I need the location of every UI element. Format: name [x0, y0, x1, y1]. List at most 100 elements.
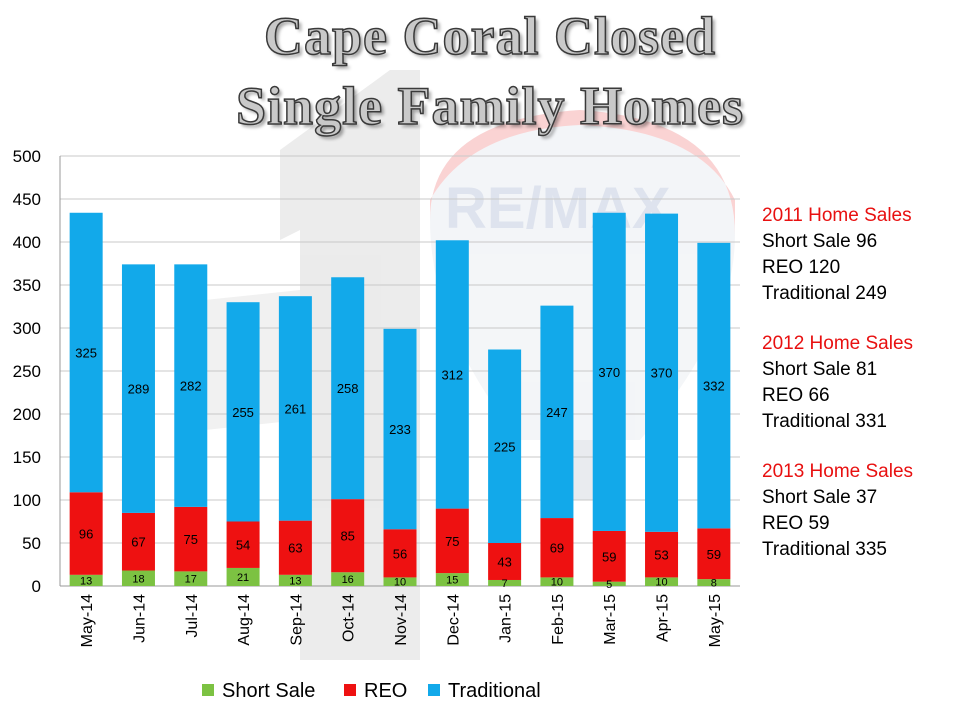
x-tick-label: Mar-15 [602, 594, 619, 645]
traditional-segment [540, 305, 574, 519]
x-tick-label: Aug-14 [236, 594, 253, 646]
reo-segment [645, 531, 679, 578]
data-label: 67 [131, 535, 145, 550]
legend-item-reo: REO [344, 680, 407, 703]
short-sale-segment [645, 577, 679, 586]
y-tick-label: 400 [13, 233, 41, 252]
traditional-segment [69, 212, 103, 493]
x-tick-label: Feb-15 [550, 594, 567, 645]
y-tick-label: 450 [13, 190, 41, 209]
y-tick-label: 500 [13, 147, 41, 166]
data-label: 370 [651, 366, 673, 381]
short-sale-segment [331, 572, 365, 586]
short-sale-segment [435, 573, 469, 586]
y-tick-label: 350 [13, 276, 41, 295]
y-tick-label: 100 [13, 491, 41, 510]
reo-segment [697, 528, 731, 580]
y-tick-label: 300 [13, 319, 41, 338]
reo-segment [383, 529, 417, 578]
data-label: 59 [707, 547, 721, 562]
traditional-segment [121, 264, 155, 513]
data-label: 69 [550, 541, 564, 556]
data-label: 7 [502, 578, 508, 590]
y-tick-label: 50 [22, 534, 41, 553]
summary-line: Traditional 249 [762, 283, 887, 304]
data-label: 289 [128, 382, 150, 397]
short-sale-segment [540, 577, 574, 586]
data-label: 56 [393, 546, 407, 561]
reo-segment [540, 518, 574, 578]
data-label: 332 [703, 379, 725, 394]
short-sale-segment [69, 574, 103, 586]
data-label: 96 [79, 527, 93, 542]
data-label: 59 [602, 549, 616, 564]
traditional-segment [645, 213, 679, 532]
data-label: 258 [337, 381, 359, 396]
traditional-segment [383, 328, 417, 530]
data-label: 225 [494, 439, 516, 454]
legend-swatch [202, 684, 214, 696]
legend-item-traditional: Traditional [428, 680, 541, 703]
data-label: 75 [445, 534, 459, 549]
reo-segment [174, 506, 208, 572]
short-sale-segment [226, 567, 260, 586]
x-tick-label: Nov-14 [393, 594, 410, 646]
summary-header: 2012 Home Sales [762, 333, 914, 354]
legend-label: Traditional [448, 680, 541, 702]
data-label: 370 [598, 365, 620, 380]
data-label: 13 [80, 575, 92, 587]
legend-swatch [428, 684, 440, 696]
reo-segment [278, 520, 312, 575]
x-tick-label: Oct-14 [341, 594, 358, 642]
x-tick-label: Jun-14 [131, 594, 148, 643]
summary-line: Short Sale 81 [762, 359, 878, 380]
x-tick-label: Jul-14 [184, 594, 201, 638]
summary-line: Traditional 335 [762, 539, 887, 560]
reo-segment [226, 521, 260, 568]
y-tick-label: 0 [32, 577, 41, 596]
reo-segment [592, 530, 626, 582]
summary-line: Short Sale 37 [762, 487, 878, 508]
short-sale-segment [278, 574, 312, 586]
reo-segment [331, 499, 365, 573]
data-label: 53 [654, 548, 668, 563]
legend-swatch [344, 684, 356, 696]
data-label: 10 [551, 577, 563, 589]
x-tick-label: Jan-15 [498, 594, 515, 643]
data-label: 17 [185, 574, 197, 586]
data-labels: 1396325186728917752822154255136326116852… [75, 346, 724, 591]
traditional-segment [697, 242, 731, 529]
data-label: 8 [711, 578, 717, 590]
summary-line: Short Sale 96 [762, 231, 878, 252]
legend-label: REO [364, 680, 408, 702]
short-sale-segment [121, 570, 155, 586]
summary-2012: 2012 Home Sales Short Sale 81 REO 66 Tra… [762, 331, 913, 435]
data-label: 85 [340, 529, 354, 544]
data-label: 282 [180, 379, 202, 394]
balloon-logo-text: RE/MAX [445, 176, 671, 241]
traditional-segment [331, 277, 365, 500]
data-label: 247 [546, 405, 568, 420]
summary-line: REO 120 [762, 257, 841, 278]
data-label: 261 [285, 401, 307, 416]
traditional-segment [278, 296, 312, 521]
summary-header: 2011 Home Sales [762, 205, 912, 226]
chart-title-line-1: Cape Coral Closed [263, 5, 716, 67]
reo-segment [69, 492, 103, 575]
summary-header: 2013 Home Sales [762, 461, 914, 482]
summary-line: Traditional 331 [762, 411, 887, 432]
data-label: 255 [232, 405, 254, 420]
x-axis-ticks: May-14 Jun-14 Jul-14 Aug-14 Sep-14 Oct-14 Nov-… [79, 594, 724, 647]
chart-title-line-2: Single Family Homes [235, 75, 744, 137]
traditional-segment [488, 349, 522, 543]
data-label: 16 [342, 574, 354, 586]
legend-item-short-sale: Short Sale [202, 680, 315, 703]
reo-segment [121, 512, 155, 571]
x-tick-label: May-14 [79, 594, 96, 647]
data-label: 325 [75, 346, 97, 361]
x-tick-label: Dec-14 [445, 594, 462, 646]
summary-2013: 2013 Home Sales Short Sale 37 REO 59 Tra… [762, 459, 913, 563]
y-tick-label: 150 [13, 448, 41, 467]
data-label: 54 [236, 538, 250, 553]
short-sale-segment [174, 571, 208, 586]
